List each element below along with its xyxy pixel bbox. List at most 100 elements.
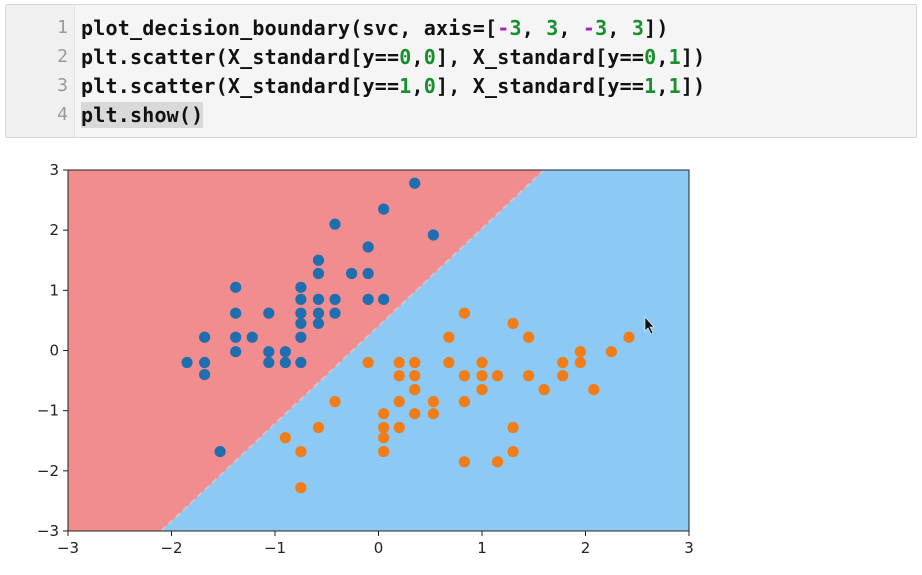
data-point: [246, 331, 258, 343]
data-point: [476, 356, 488, 369]
data-point: [263, 307, 275, 319]
data-point: [295, 482, 307, 494]
x-tick-label: 0: [374, 539, 384, 557]
data-point: [522, 370, 535, 382]
data-point: [312, 254, 325, 266]
code-token: ], X_standard[y==: [436, 74, 645, 98]
code-token: 3: [595, 16, 608, 40]
code-token: ,: [521, 16, 547, 40]
data-point: [409, 177, 421, 189]
data-point: [230, 331, 242, 343]
code-token: -: [497, 16, 510, 40]
data-point: [393, 396, 405, 408]
y-tick-label: −2: [37, 462, 59, 480]
x-tick-label: −3: [57, 539, 79, 557]
data-point: [378, 293, 390, 305]
data-point: [491, 370, 504, 382]
data-point: [295, 293, 307, 305]
data-point: [230, 346, 242, 358]
data-point: [458, 307, 471, 319]
data-point: [312, 307, 325, 319]
data-point: [329, 307, 341, 319]
code-token: ], X_standard[y==: [436, 45, 645, 69]
code-token: ,: [411, 74, 424, 98]
data-point: [443, 331, 455, 343]
data-point: [458, 456, 471, 468]
line-number: 3: [57, 75, 68, 96]
x-tick-label: 1: [477, 539, 487, 557]
code-cell[interactable]: 1 plot_decision_boundary(svc, axis=[-3, 3…: [5, 4, 917, 138]
data-point: [458, 370, 471, 382]
data-point: [214, 445, 226, 458]
data-point: [507, 317, 519, 330]
code-token: ,: [656, 45, 669, 69]
code-text: plt.scatter(X_standard[y==1,0], X_standa…: [81, 71, 705, 101]
code-token: 1: [668, 45, 681, 69]
data-point: [329, 396, 341, 408]
code-token: ]): [680, 45, 706, 69]
line-number: 2: [57, 46, 68, 67]
line-number: 4: [57, 104, 68, 125]
code-text: plt.show(): [81, 100, 204, 130]
data-point: [538, 384, 550, 396]
data-point: [295, 317, 307, 330]
data-point: [574, 356, 586, 369]
code-token: 0: [423, 74, 437, 98]
data-point: [279, 356, 291, 369]
data-point: [362, 356, 374, 369]
data-point: [263, 346, 275, 358]
data-point: [295, 356, 307, 369]
data-point: [409, 408, 421, 420]
data-point: [588, 384, 600, 396]
data-point: [199, 331, 211, 343]
region-class-0: [68, 170, 545, 531]
series-1: [279, 307, 635, 494]
data-point: [295, 331, 307, 343]
code-token: ,: [656, 74, 669, 98]
data-point: [409, 384, 421, 396]
code-token: ,: [558, 16, 583, 40]
y-tick-label: 0: [49, 342, 59, 360]
code-token: 1: [668, 74, 681, 98]
code-token: plt.show(): [81, 102, 204, 128]
data-point: [378, 203, 390, 215]
x-tick-label: 3: [684, 539, 694, 557]
data-point: [362, 241, 374, 253]
y-tick-label: −1: [37, 402, 59, 420]
code-token: ]): [680, 74, 706, 98]
x-tick-label: −1: [264, 539, 286, 557]
data-point: [427, 408, 439, 420]
code-token: 1: [644, 74, 657, 98]
data-point: [295, 281, 307, 293]
boundary-line: [160, 169, 545, 532]
code-token: 3: [546, 16, 559, 40]
data-point: [312, 421, 325, 434]
y-tick-label: 3: [49, 161, 59, 179]
y-tick-label: 2: [49, 221, 59, 239]
code-text: plot_decision_boundary(svc, axis=[-3, 3,…: [81, 13, 669, 43]
data-point: [458, 396, 471, 408]
data-point: [181, 356, 193, 369]
data-point: [199, 356, 211, 369]
data-point: [393, 421, 405, 434]
data-point: [312, 293, 325, 305]
data-point: [230, 281, 242, 293]
plot-axes: −3 −2 −1 0 1 2 3 −3 −2 −1 0 1 2 3: [37, 161, 694, 557]
data-point: [507, 421, 519, 434]
data-point: [362, 293, 374, 305]
decision-regions: [68, 169, 689, 532]
x-tick-label: −2: [160, 539, 182, 557]
code-token: 0: [399, 45, 412, 69]
data-point: [393, 356, 405, 369]
code-token: 3: [509, 16, 522, 40]
data-point: [574, 346, 586, 358]
y-tick-label: 1: [49, 281, 59, 299]
data-point: [427, 396, 439, 408]
data-point: [279, 346, 291, 358]
data-point: [557, 370, 569, 382]
data-point: [378, 421, 390, 434]
code-token: 1: [399, 74, 412, 98]
series-0: [181, 177, 439, 458]
x-tick-label: 2: [581, 539, 591, 557]
data-point: [507, 445, 519, 458]
